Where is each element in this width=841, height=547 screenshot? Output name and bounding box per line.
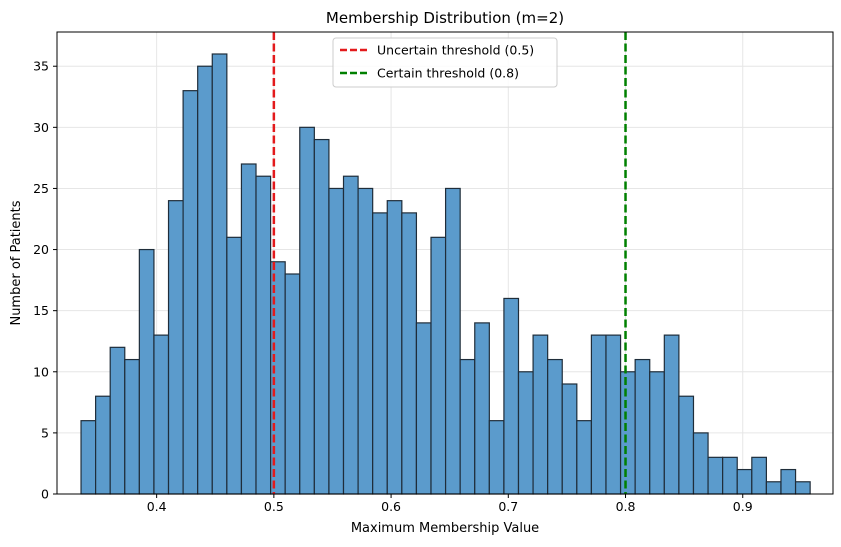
- histogram-bar: [722, 456, 738, 495]
- y-tick-label: 5: [41, 425, 49, 440]
- chart-title: Membership Distribution (m=2): [326, 9, 564, 27]
- histogram-bar: [342, 175, 359, 495]
- histogram-bar: [605, 334, 622, 495]
- histogram-bar: [255, 175, 272, 495]
- y-tick-label: 10: [33, 364, 49, 379]
- histogram-bar: [401, 212, 418, 495]
- histogram-bar: [167, 200, 184, 495]
- histogram-bar: [692, 432, 709, 495]
- histogram-bar: [415, 322, 432, 495]
- histogram-bar: [751, 456, 767, 495]
- histogram-bar: [299, 126, 315, 495]
- x-tick-label: 0.7: [498, 499, 518, 514]
- histogram-bar: [444, 187, 461, 495]
- threshold-lines: [272, 32, 627, 494]
- histogram-bar: [386, 200, 403, 495]
- histogram-bar: [138, 248, 155, 495]
- histogram-bar: [328, 187, 345, 495]
- y-axis-title: Number of Patients: [9, 200, 24, 325]
- histogram-bar: [765, 481, 782, 495]
- legend-box: [332, 37, 558, 88]
- x-axis-ticks: 0.4 0.5 0.6 0.7 0.8 0.9: [147, 494, 753, 514]
- histogram-bar: [182, 90, 199, 495]
- histogram-bar: [678, 395, 695, 495]
- y-tick-label: 30: [33, 120, 49, 135]
- histogram-bar: [780, 468, 797, 495]
- histogram-bar: [503, 297, 520, 495]
- histogram-bar: [124, 358, 140, 495]
- x-tick-label: 0.5: [264, 499, 284, 514]
- plot-frame: [56, 31, 834, 495]
- x-tick-label: 0.4: [147, 499, 167, 514]
- histogram-bar: [240, 163, 257, 495]
- histogram-bar: [430, 236, 447, 495]
- histogram-bar: [226, 236, 243, 495]
- histogram-bar: [313, 138, 330, 495]
- histogram-bar: [794, 481, 811, 495]
- histogram-bar: [95, 395, 111, 495]
- histogram-bar: [590, 334, 607, 495]
- histogram-bar: [357, 187, 374, 495]
- histogram-bar: [109, 346, 126, 495]
- legend-label-uncertain: Uncertain threshold (0.5): [377, 43, 534, 58]
- y-tick-label: 0: [41, 487, 49, 502]
- histogram-bar: [736, 468, 753, 495]
- x-axis-title: Maximum Membership Value: [351, 521, 539, 536]
- legend: Uncertain threshold (0.5) Certain thresh…: [332, 37, 558, 88]
- histogram-bar: [634, 358, 651, 495]
- histogram-bar: [663, 334, 680, 495]
- y-tick-label: 25: [33, 181, 49, 196]
- histogram-bar: [474, 322, 490, 495]
- histogram-bar: [547, 358, 563, 495]
- histogram-bar: [153, 334, 170, 495]
- y-tick-label: 20: [33, 242, 49, 257]
- x-tick-label: 0.9: [733, 499, 753, 514]
- bars: [80, 53, 811, 495]
- histogram-bar: [649, 371, 665, 495]
- histogram-bar: [707, 456, 724, 495]
- histogram-bar: [532, 334, 549, 495]
- x-tick-label: 0.6: [381, 499, 401, 514]
- histogram-bar: [517, 371, 534, 495]
- histogram-bar: [459, 358, 476, 495]
- histogram-bar: [488, 420, 505, 495]
- histogram-bar: [80, 420, 97, 495]
- legend-label-certain: Certain threshold (0.8): [377, 66, 519, 81]
- histogram-bar: [561, 383, 578, 495]
- histogram-bar: [576, 420, 593, 495]
- histogram-bar: [284, 273, 301, 495]
- histogram-bar: [197, 65, 213, 495]
- y-axis-ticks: 0 5 10 15 20 25 30 35: [33, 59, 57, 502]
- y-tick-label: 35: [33, 59, 49, 74]
- histogram-bar: [619, 371, 636, 495]
- y-tick-label: 15: [33, 303, 49, 318]
- histogram-bar: [211, 53, 228, 495]
- x-tick-label: 0.8: [616, 499, 636, 514]
- histogram-bar: [372, 212, 388, 495]
